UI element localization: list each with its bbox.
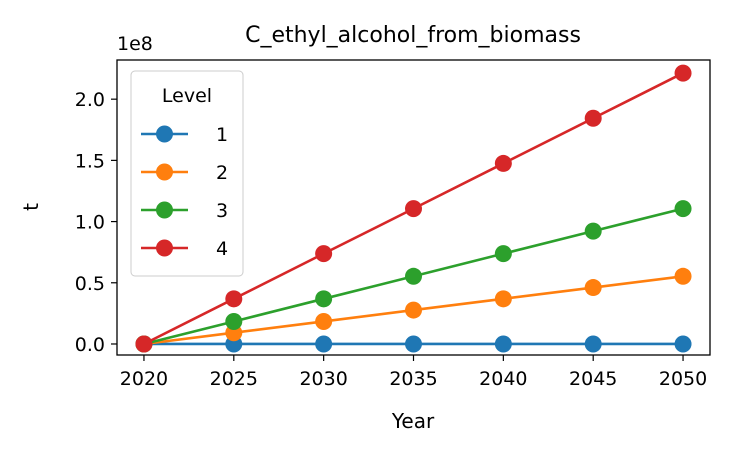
x-tick-label: 2020	[120, 368, 168, 390]
x-tick-label: 2050	[659, 368, 707, 390]
data-point-3	[494, 245, 512, 263]
legend-swatch-marker	[156, 201, 173, 219]
data-point-4	[225, 290, 243, 308]
data-point-1	[494, 335, 512, 353]
data-point-3	[584, 222, 602, 240]
legend-items: 1 2 3 4	[141, 124, 228, 260]
data-point-4	[135, 335, 153, 353]
x-tick-label: 2030	[299, 368, 347, 390]
data-point-3	[405, 267, 422, 285]
data-point-2	[315, 312, 333, 330]
y-axis-title: t	[19, 203, 43, 211]
legend-label: 3	[216, 200, 228, 222]
data-point-4	[674, 64, 692, 82]
y-tick-label: 2.0	[75, 89, 105, 111]
data-point-4	[584, 109, 602, 127]
legend-label: 4	[216, 238, 228, 260]
legend-swatch-marker	[156, 239, 173, 257]
legend-title: Level	[162, 85, 212, 107]
legend-label: 2	[216, 162, 228, 184]
legend-swatch-marker	[156, 125, 173, 143]
data-point-2	[674, 267, 692, 285]
data-point-3	[315, 290, 333, 308]
y-offset-label: 1e8	[117, 33, 153, 55]
x-tick-label: 2025	[210, 368, 258, 390]
data-point-1	[584, 335, 602, 353]
x-tick-label: 2040	[479, 368, 527, 390]
data-point-2	[584, 279, 602, 297]
y-tick-label: 0.5	[75, 273, 105, 295]
x-axis-title: Year	[391, 409, 435, 433]
data-point-2	[405, 301, 422, 319]
axis-ticks: 2020 2025 2030 2035 2040 2045 2050 0.0 0.5 1.0 1.5…	[75, 89, 707, 390]
data-point-1	[405, 335, 422, 353]
data-point-4	[405, 200, 422, 218]
legend: Level 1 2 3 4	[130, 70, 244, 277]
series-layer	[135, 64, 692, 353]
data-point-4	[315, 245, 333, 263]
legend-box	[130, 70, 244, 277]
data-point-1	[674, 335, 692, 353]
y-tick-label: 1.5	[75, 150, 105, 172]
data-point-1	[315, 335, 333, 353]
y-tick-label: 0.0	[75, 334, 105, 356]
x-tick-label: 2045	[569, 368, 617, 390]
data-point-3	[674, 200, 692, 218]
data-point-3	[225, 312, 243, 330]
legend-swatch-marker	[156, 163, 173, 181]
data-point-2	[494, 290, 512, 308]
chart-title: C_ethyl_alcohol_from_biomass	[245, 23, 581, 48]
legend-label: 1	[216, 124, 228, 146]
data-point-4	[494, 154, 512, 172]
x-tick-label: 2035	[389, 368, 437, 390]
y-tick-label: 1.0	[75, 212, 105, 234]
